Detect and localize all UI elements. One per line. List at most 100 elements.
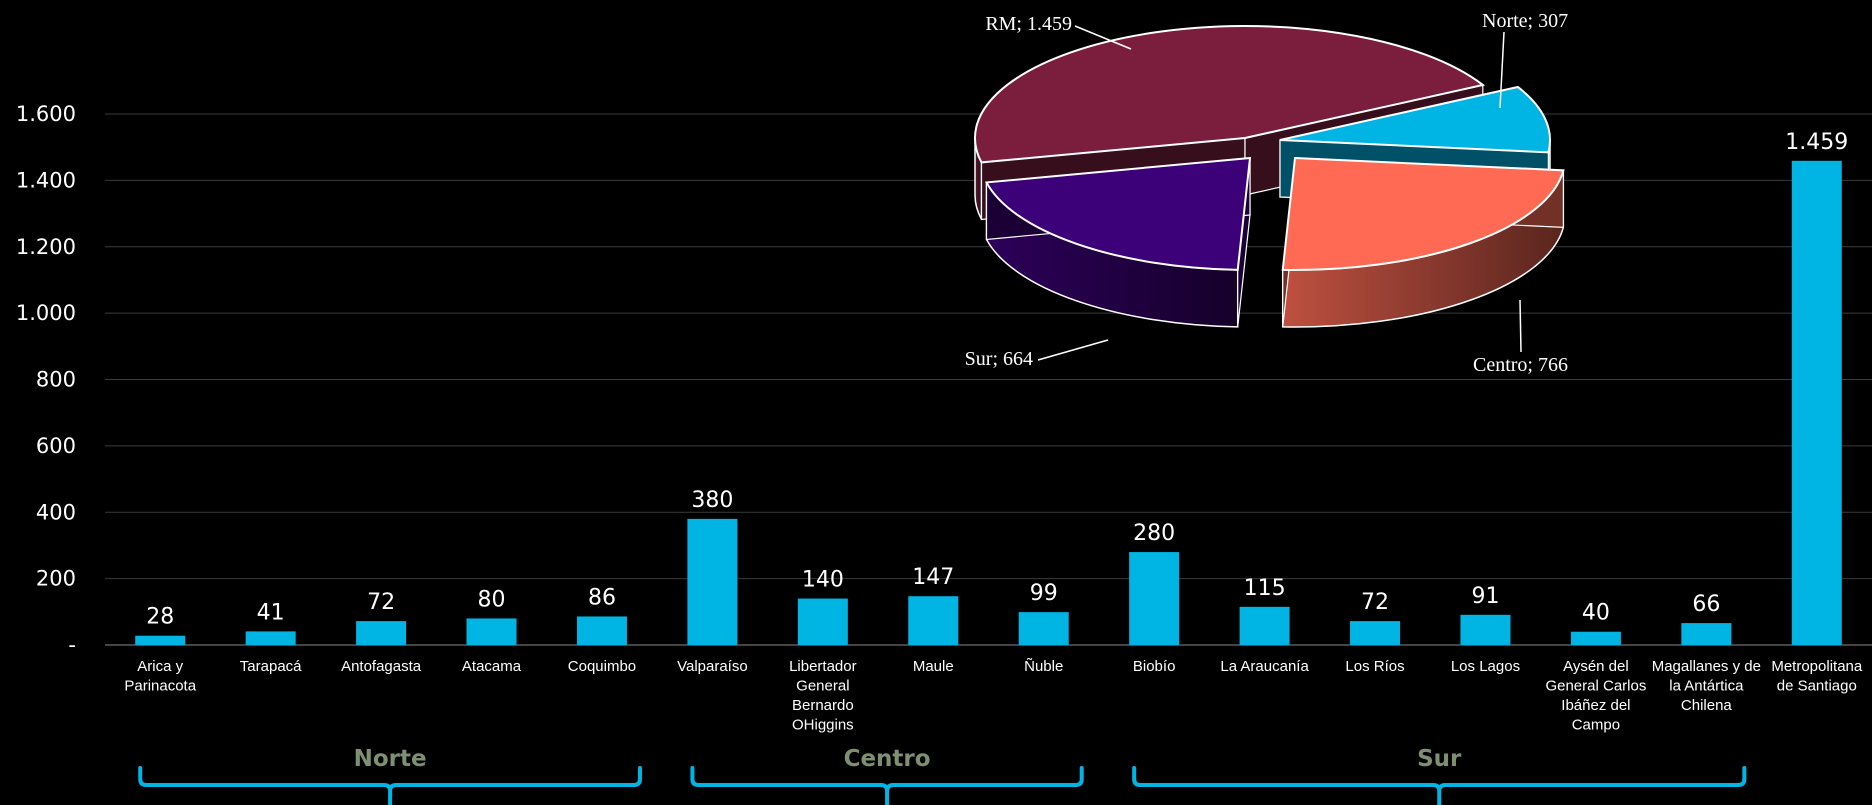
category-label-line: Tarapacá bbox=[240, 658, 302, 675]
pie-chart: RM; 1.459 Norte; 307 Centro; 766 Sur; 664 bbox=[965, 10, 1568, 376]
data-label: 140 bbox=[802, 568, 844, 593]
category-label-line: Maule bbox=[913, 658, 954, 675]
y-tick-label: 600 bbox=[36, 434, 76, 458]
bar bbox=[1681, 623, 1732, 645]
category-label-line: OHiggins bbox=[792, 717, 854, 734]
pie-slice-label: RM; 1.459 bbox=[985, 13, 1072, 35]
category-label: Valparaíso bbox=[677, 658, 748, 675]
category-label: Aysén del General Carlos Ibáñez del Campo bbox=[1545, 658, 1646, 734]
data-label: 41 bbox=[257, 600, 285, 625]
y-axis-ticks: - 200 400 600 800 1.000 1.200 1.400 1.600 bbox=[16, 102, 76, 657]
group-label: Norte bbox=[354, 746, 427, 772]
data-label: 380 bbox=[691, 488, 733, 513]
group-label: Centro bbox=[844, 746, 931, 772]
y-tick-label: 800 bbox=[36, 368, 76, 392]
bar bbox=[466, 618, 517, 645]
category-label-line: Libertador bbox=[789, 658, 857, 675]
data-label: 115 bbox=[1244, 576, 1286, 601]
pie-slice bbox=[1281, 156, 1565, 271]
bar bbox=[356, 621, 407, 645]
y-tick-label: 1.400 bbox=[16, 168, 76, 192]
y-tick-label: 400 bbox=[36, 500, 76, 524]
bar bbox=[1570, 631, 1621, 645]
category-label: Ñuble bbox=[1024, 658, 1063, 675]
data-label: 280 bbox=[1133, 521, 1175, 546]
category-label: Tarapacá bbox=[240, 658, 302, 675]
bar bbox=[1129, 552, 1180, 645]
bar bbox=[797, 598, 848, 645]
data-label: 86 bbox=[588, 585, 616, 610]
category-label: Maule bbox=[913, 658, 954, 675]
region-groups: Norte Centro Sur bbox=[138, 746, 1747, 805]
category-label: Atacama bbox=[462, 658, 522, 675]
category-label-line: Ñuble bbox=[1024, 658, 1063, 675]
category-label: Coquimbo bbox=[568, 658, 636, 675]
bar bbox=[135, 635, 186, 645]
y-tick-label: 1.000 bbox=[16, 301, 76, 325]
category-label-line: La Araucanía bbox=[1220, 658, 1309, 675]
category-label: Biobío bbox=[1133, 658, 1176, 675]
bar bbox=[1350, 621, 1401, 645]
category-label-line: Arica y bbox=[137, 658, 183, 675]
data-label: 147 bbox=[912, 565, 954, 590]
data-labels: 28 41 72 80 86 380 140 147 99 280 115 72 91 40 66 1.459 bbox=[146, 130, 1848, 630]
data-label: 1.459 bbox=[1785, 130, 1848, 155]
category-label: Los Ríos bbox=[1345, 658, 1404, 675]
pie-leader-line bbox=[1074, 25, 1132, 50]
category-label-line: Campo bbox=[1572, 717, 1620, 734]
category-label: Magallanes y de la Antártica Chilena bbox=[1652, 658, 1761, 714]
category-label-line: Chilena bbox=[1681, 697, 1733, 714]
data-label: 80 bbox=[478, 587, 506, 612]
category-label-line: Los Lagos bbox=[1451, 658, 1520, 675]
data-label: 28 bbox=[146, 605, 174, 630]
pie-slice bbox=[1279, 85, 1551, 154]
x-axis-categories: Arica y Parinacota Tarapacá Antofagasta Atac… bbox=[124, 658, 1863, 734]
data-label: 72 bbox=[367, 590, 395, 615]
group-bracket bbox=[690, 766, 1084, 805]
group-bracket bbox=[138, 766, 642, 805]
pie-leader-line bbox=[1499, 31, 1505, 109]
category-label-line: la Antártica bbox=[1669, 678, 1744, 695]
category-label-line: Ibáñez del bbox=[1561, 697, 1630, 714]
category-label-line: Metropolitana bbox=[1771, 658, 1863, 675]
pie-leader-line bbox=[1037, 339, 1109, 361]
category-label-line: de Santiago bbox=[1777, 678, 1857, 695]
category-label-line: Aysén del bbox=[1563, 658, 1629, 675]
group-label: Sur bbox=[1417, 746, 1462, 772]
category-label: Metropolitana de Santiago bbox=[1771, 658, 1863, 695]
y-tick-label: - bbox=[68, 633, 76, 657]
category-label: Los Lagos bbox=[1451, 658, 1520, 675]
bar bbox=[1460, 614, 1511, 645]
gridlines bbox=[105, 113, 1872, 646]
category-label-line: Magallanes y de bbox=[1652, 658, 1761, 675]
pie-leader-line bbox=[1519, 299, 1522, 353]
pie-slice-label: Centro; 766 bbox=[1473, 354, 1568, 376]
y-tick-label: 1.600 bbox=[16, 102, 76, 126]
data-label: 91 bbox=[1471, 584, 1499, 609]
y-tick-label: 1.200 bbox=[16, 235, 76, 259]
data-label: 66 bbox=[1692, 592, 1720, 617]
category-label-line: General bbox=[796, 678, 849, 695]
category-label: Antofagasta bbox=[341, 658, 422, 675]
category-label-line: Parinacota bbox=[124, 678, 196, 695]
bar bbox=[687, 518, 738, 645]
category-label: Libertador General Bernardo OHiggins bbox=[789, 658, 857, 734]
bar bbox=[576, 616, 627, 645]
y-tick-label: 200 bbox=[36, 567, 76, 591]
category-label: Arica y Parinacota bbox=[124, 658, 196, 695]
pie-slice-label: Norte; 307 bbox=[1482, 10, 1568, 32]
bar bbox=[1791, 160, 1842, 645]
data-label: 99 bbox=[1030, 581, 1058, 606]
category-label-line: Biobío bbox=[1133, 658, 1176, 675]
category-label-line: General Carlos bbox=[1545, 678, 1646, 695]
pie-slice bbox=[974, 25, 1486, 164]
data-label: 40 bbox=[1582, 601, 1610, 626]
bar bbox=[908, 596, 959, 645]
pie-slice bbox=[984, 156, 1252, 271]
pie-slice-label: Sur; 664 bbox=[965, 348, 1033, 370]
bar bbox=[1018, 612, 1069, 645]
bar-series bbox=[135, 160, 1842, 645]
bar bbox=[1239, 606, 1290, 645]
category-label-line: Atacama bbox=[462, 658, 522, 675]
